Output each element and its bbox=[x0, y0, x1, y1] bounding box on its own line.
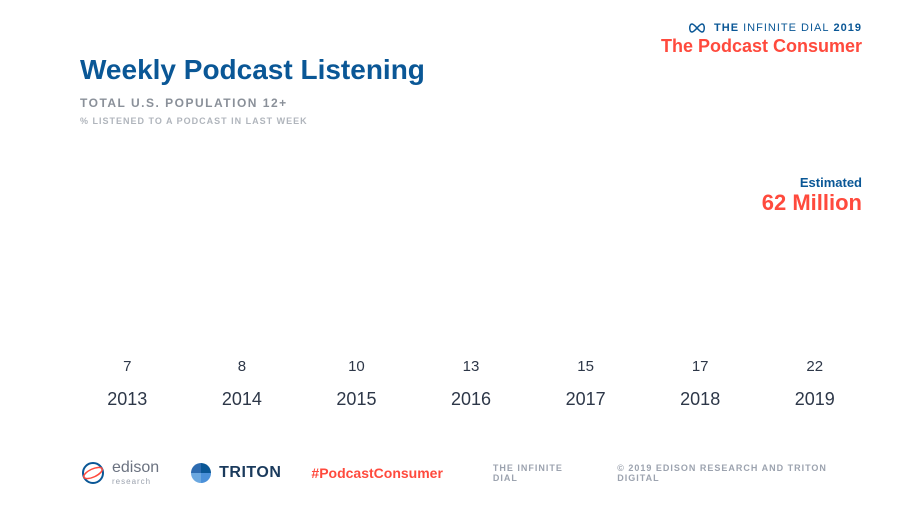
infinite-dial-icon bbox=[688, 23, 706, 33]
bar-value-label: 8 bbox=[238, 358, 246, 375]
triton-logo: TRITON bbox=[189, 461, 281, 485]
bar-col: 7 bbox=[80, 358, 175, 381]
bar-col: 15 bbox=[538, 358, 633, 381]
callout: Estimated 62 Million bbox=[762, 175, 862, 216]
edison-icon bbox=[80, 460, 106, 486]
bar-category-label: 2014 bbox=[195, 389, 290, 410]
copyright: © 2019 EDISON RESEARCH AND TRITON DIGITA… bbox=[617, 463, 862, 483]
bar-category-label: 2019 bbox=[767, 389, 862, 410]
bar-category-label: 2016 bbox=[424, 389, 519, 410]
brand-name: INFINITE DIAL bbox=[743, 22, 829, 34]
brand-prefix: THE bbox=[714, 22, 739, 34]
subtitle-metric: % LISTENED TO A PODCAST IN LAST WEEK bbox=[80, 116, 862, 126]
bar-value-label: 22 bbox=[806, 358, 823, 375]
hashtag: #PodcastConsumer bbox=[311, 465, 442, 481]
bar-category-label: 2015 bbox=[309, 389, 404, 410]
bar-value-label: 10 bbox=[348, 358, 365, 375]
infinite-dial-brand: THE INFINITE DIAL 2019 bbox=[661, 22, 862, 34]
bar-chart: Estimated 62 Million 781013151722 201320… bbox=[80, 231, 862, 411]
bar-category-label: 2013 bbox=[80, 389, 175, 410]
bar-value-label: 15 bbox=[577, 358, 594, 375]
brand-year: 2019 bbox=[834, 22, 862, 34]
triton-text: TRITON bbox=[219, 464, 281, 482]
edison-text: edison bbox=[112, 459, 159, 477]
bar-col: 8 bbox=[195, 358, 290, 381]
bar-category-label: 2018 bbox=[653, 389, 748, 410]
bar-value-label: 7 bbox=[123, 358, 131, 375]
bar-value-label: 17 bbox=[692, 358, 709, 375]
bar-col: 10 bbox=[309, 358, 404, 381]
callout-estimated-label: Estimated bbox=[762, 175, 862, 190]
bar-category-label: 2017 bbox=[538, 389, 633, 410]
subtitle-population: TOTAL U.S. POPULATION 12+ bbox=[80, 96, 862, 110]
footer-infinite: THE INFINITE DIAL bbox=[493, 463, 587, 483]
triton-icon bbox=[189, 461, 213, 485]
edison-subtext: research bbox=[112, 477, 159, 486]
bar-col: 13 bbox=[424, 358, 519, 381]
bar-col: 17 bbox=[653, 358, 748, 381]
footer: edison research TRITON #PodcastConsumer … bbox=[80, 459, 862, 486]
bar-value-label: 13 bbox=[463, 358, 480, 375]
consumer-title: The Podcast Consumer bbox=[661, 36, 862, 57]
chart-title: Weekly Podcast Listening bbox=[80, 54, 862, 86]
bar-col: 22 bbox=[767, 358, 862, 381]
callout-value: 62 Million bbox=[762, 190, 862, 216]
edison-logo: edison research bbox=[80, 459, 159, 486]
